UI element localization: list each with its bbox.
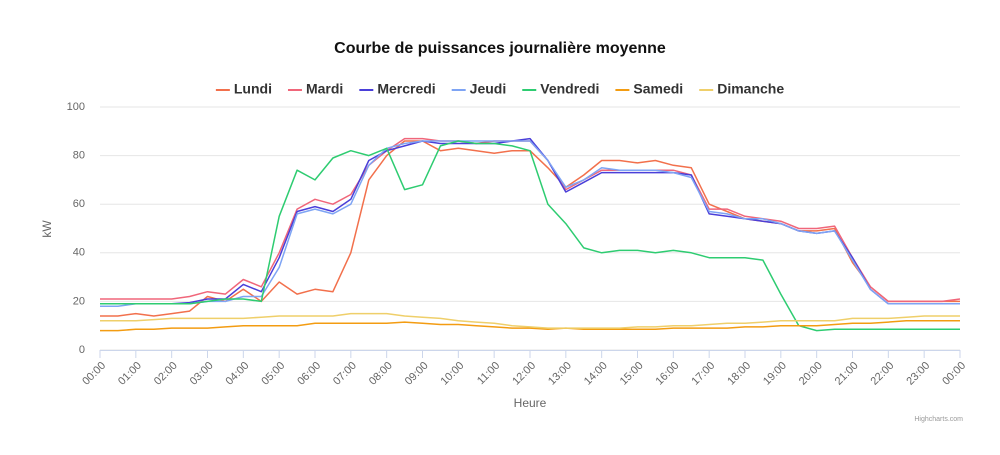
y-axis-title: kW — [40, 220, 54, 238]
y-tick-label: 40 — [73, 247, 85, 259]
x-tick-label: 13:00 — [546, 360, 574, 388]
legend-item: Mardi — [287, 81, 343, 97]
y-tick-label: 60 — [73, 198, 85, 210]
legend-item: Vendredi — [522, 81, 599, 97]
y-tick-label: 20 — [73, 295, 85, 307]
x-tick-label: 22:00 — [869, 360, 897, 388]
x-tick-label: 01:00 — [116, 360, 144, 388]
legend: Lundi Mardi Mercredi Jeudi Vendredi Samedi Dim… — [215, 81, 784, 97]
x-tick-label: 09:00 — [403, 360, 431, 388]
x-tick-label: 00:00 — [80, 360, 108, 388]
y-tick-label: 0 — [79, 344, 85, 356]
legend-label: Dimanche — [717, 81, 784, 97]
y-tick-label: 80 — [73, 150, 85, 162]
series-line — [100, 320, 960, 332]
legend-label: Jeudi — [470, 81, 507, 97]
x-tick-label: 07:00 — [331, 360, 359, 388]
legend-label: Vendredi — [540, 81, 599, 97]
series-line — [100, 312, 960, 329]
x-axis-title: Heure — [514, 396, 547, 410]
x-tick-label: 04:00 — [224, 360, 252, 388]
series-line — [100, 137, 960, 305]
x-tick-label: 14:00 — [582, 360, 610, 388]
legend-label: Mercredi — [377, 81, 435, 97]
x-tick-label: 12:00 — [510, 360, 538, 388]
x-tick-label: 03:00 — [188, 360, 216, 388]
x-tick-label: 21:00 — [833, 360, 861, 388]
x-tick-label: 19:00 — [761, 360, 789, 388]
x-tick-label: 16:00 — [654, 360, 682, 388]
series-line — [100, 140, 960, 332]
legend-label: Lundi — [234, 81, 272, 97]
x-tick-label: 02:00 — [152, 360, 180, 388]
x-tick-label: 00:00 — [940, 360, 968, 388]
series-line — [100, 140, 960, 308]
x-tick-label: 06:00 — [295, 360, 323, 388]
x-tick-label: 15:00 — [618, 360, 646, 388]
legend-item: Jeudi — [451, 81, 507, 97]
credit: Highcharts.com — [914, 416, 963, 423]
legend-item: Dimanche — [699, 81, 784, 97]
series-line — [100, 140, 960, 317]
x-tick-label: 23:00 — [904, 360, 932, 388]
legend-label: Mardi — [306, 81, 343, 97]
legend-item: Lundi — [215, 81, 272, 97]
legend-label: Samedi — [633, 81, 683, 97]
x-tick-label: 08:00 — [367, 360, 395, 388]
x-tick-label: 17:00 — [689, 360, 717, 388]
x-tick-label: 10:00 — [439, 360, 467, 388]
x-tick-label: 20:00 — [797, 360, 825, 388]
x-tick-label: 05:00 — [259, 360, 287, 388]
x-tick-label: 11:00 — [475, 360, 502, 387]
chart-title: Courbe de puissances journalière moyenne — [334, 40, 666, 57]
x-tick-label: 18:00 — [725, 360, 753, 388]
legend-item: Samedi — [615, 81, 683, 97]
y-tick-label: 100 — [67, 101, 85, 113]
series-line — [100, 137, 961, 303]
legend-item: Mercredi — [359, 81, 436, 97]
